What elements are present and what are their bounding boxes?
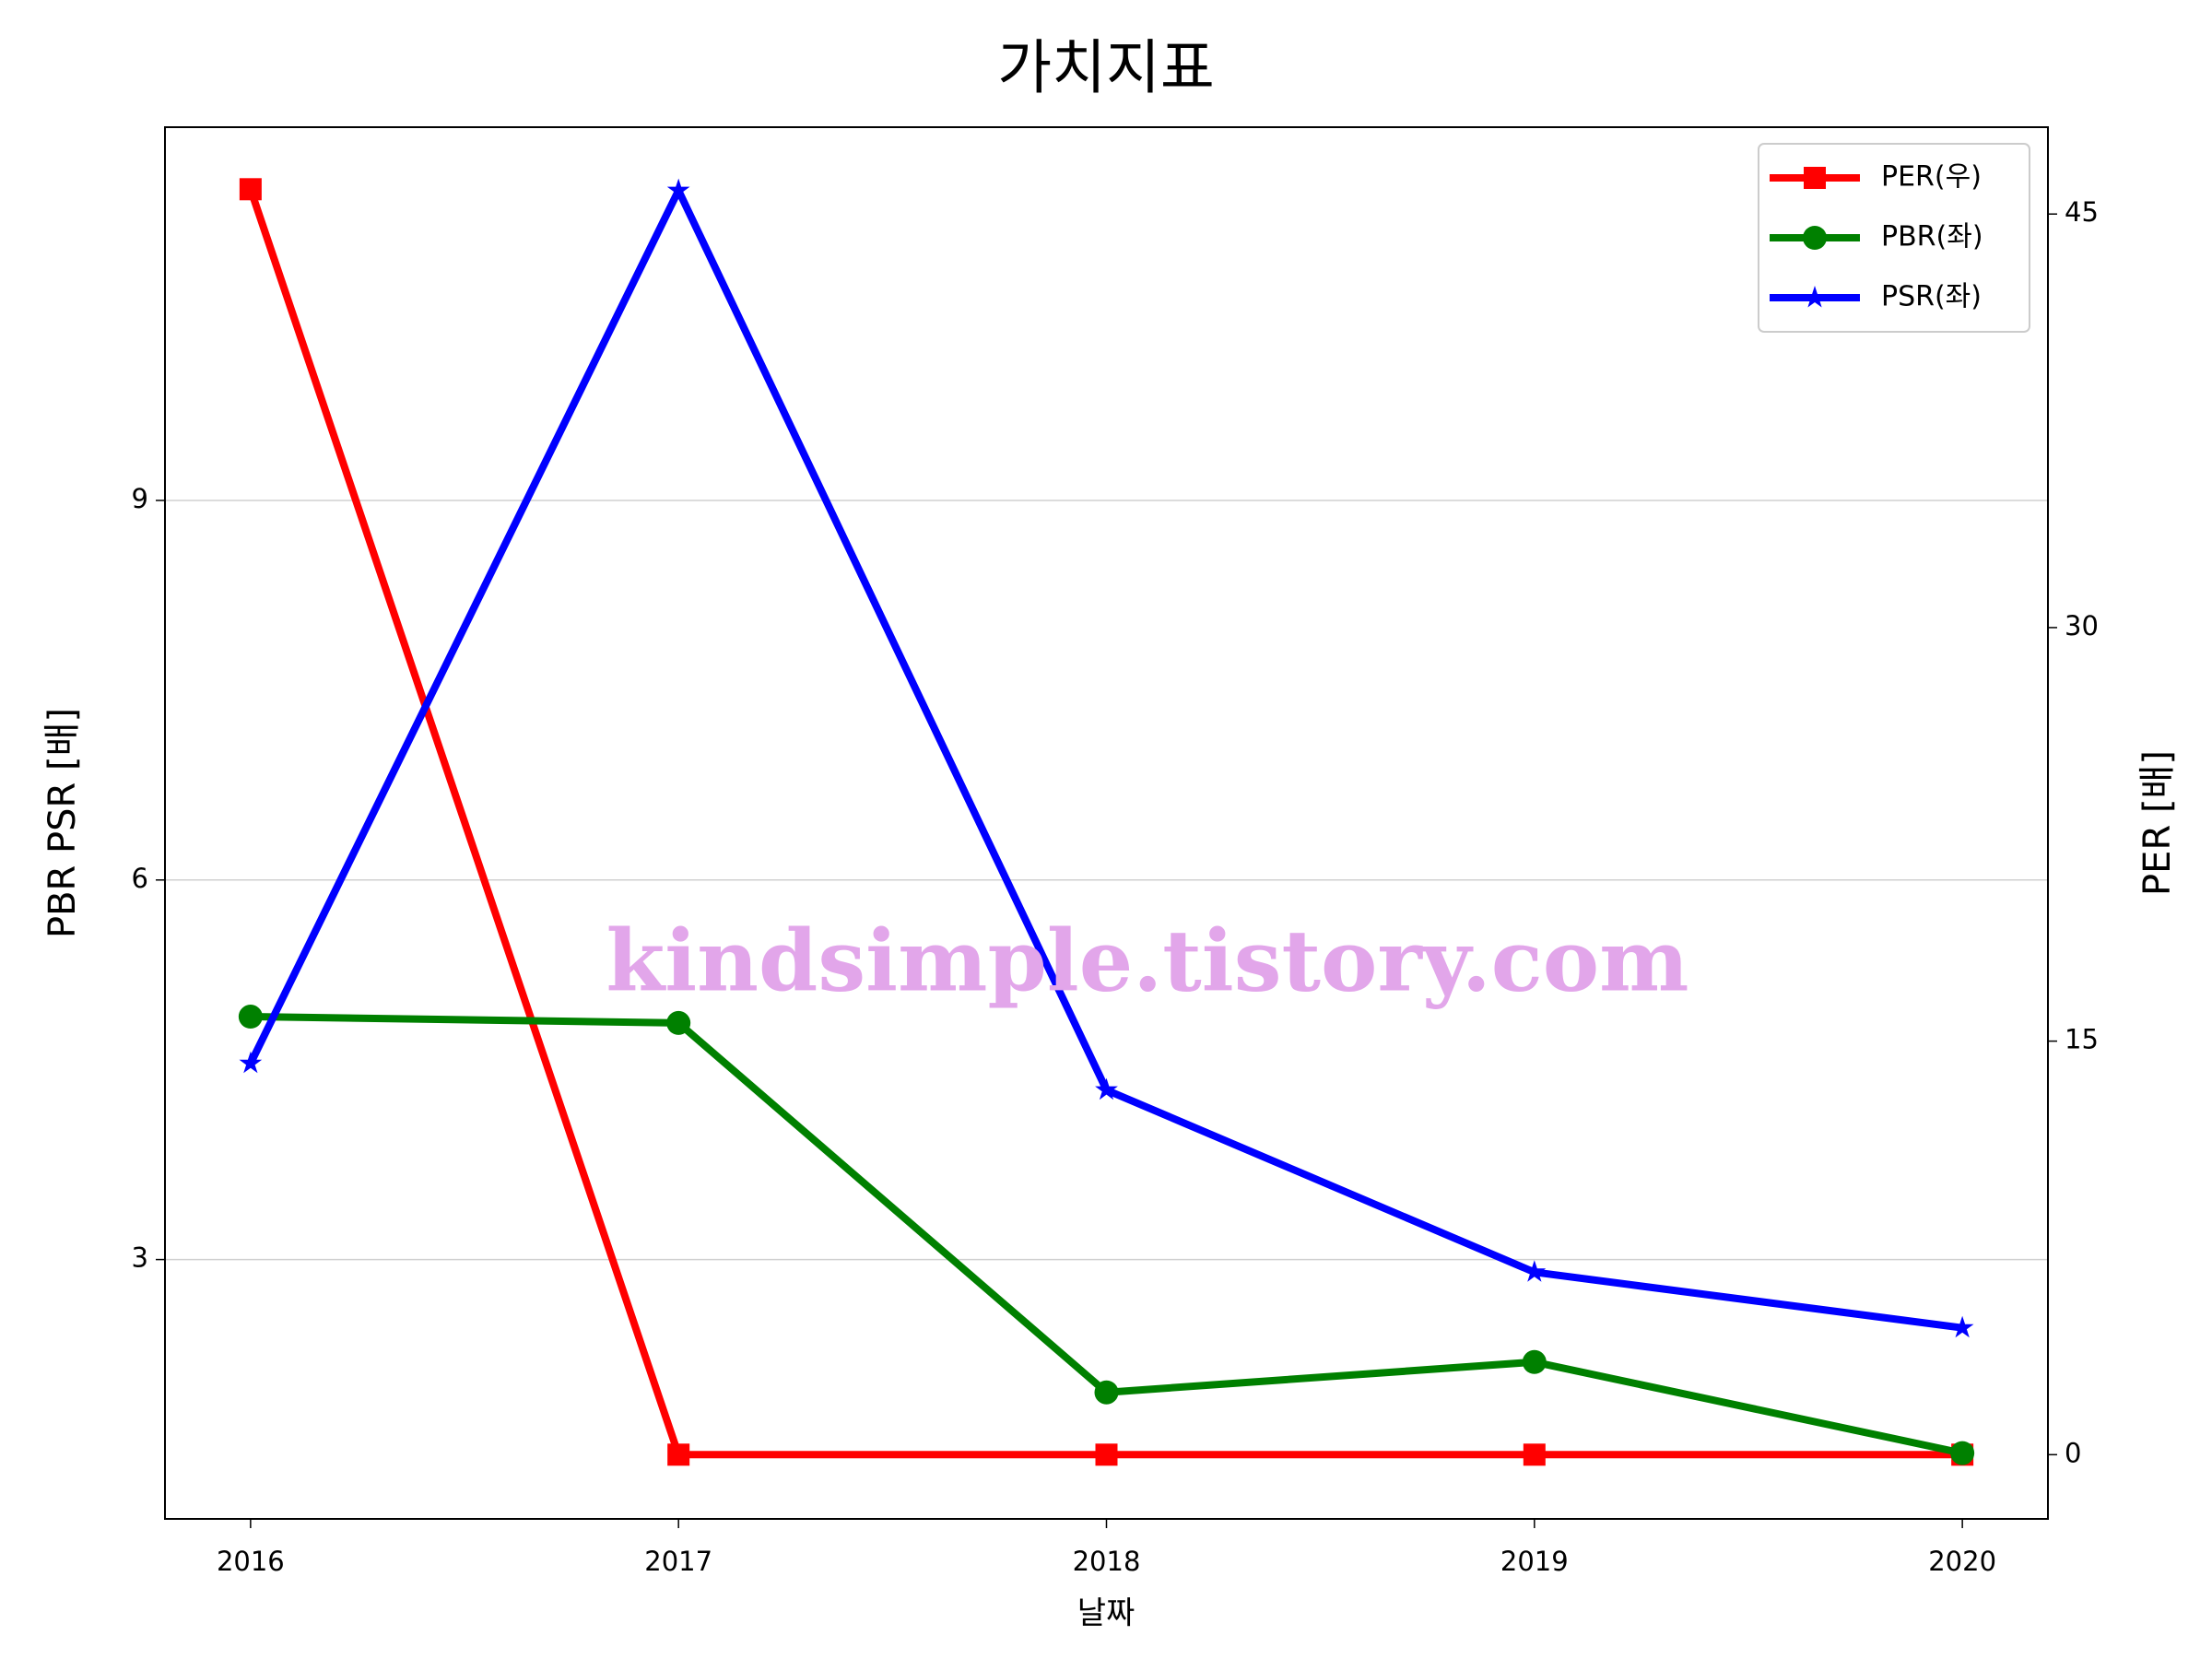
marker — [239, 1051, 263, 1074]
y-tick-label: 3 — [132, 1242, 148, 1274]
y2-tick-label: 30 — [2065, 610, 2099, 641]
marker — [667, 1443, 690, 1466]
legend-label: PER(우) — [1881, 161, 1982, 194]
y2-tick-label: 45 — [2065, 196, 2099, 228]
y2-axis-label: PER [배] — [2136, 750, 2179, 896]
marker — [1804, 167, 1826, 189]
legend-label: PSR(좌) — [1881, 281, 1982, 313]
marker — [1523, 1260, 1547, 1282]
marker — [239, 178, 262, 201]
y2-tick-label: 15 — [2065, 1024, 2099, 1055]
y-tick-label: 9 — [132, 483, 148, 514]
legend-label: PBR(좌) — [1881, 221, 1983, 253]
plot-frame — [164, 126, 2049, 1520]
x-axis-label: 날짜 — [1077, 1595, 1135, 1632]
marker — [1950, 1315, 1974, 1338]
x-tick-label: 2019 — [1500, 1546, 1569, 1577]
marker — [1950, 1441, 1975, 1465]
x-tick-label: 2016 — [217, 1546, 285, 1577]
watermark: kindsimple.tistory.com — [606, 912, 1688, 1011]
marker — [1803, 226, 1827, 250]
marker — [666, 1010, 691, 1035]
y-axis-label: PBR PSR [배] — [41, 708, 84, 938]
marker — [1522, 1349, 1547, 1374]
x-tick-label: 2018 — [1073, 1546, 1141, 1577]
chart-title: 가치지표 — [997, 35, 1215, 103]
y-tick-label: 6 — [132, 863, 148, 894]
x-tick-label: 2020 — [1928, 1546, 1996, 1577]
marker — [666, 178, 690, 201]
x-tick-label: 2017 — [644, 1546, 712, 1577]
marker — [1523, 1443, 1546, 1466]
marker — [1803, 286, 1827, 308]
marker — [1095, 1077, 1118, 1100]
legend-box — [1758, 143, 2030, 333]
y2-tick-label: 0 — [2065, 1437, 2081, 1468]
marker — [1094, 1380, 1119, 1405]
marker — [1095, 1443, 1118, 1466]
marker — [238, 1005, 263, 1030]
